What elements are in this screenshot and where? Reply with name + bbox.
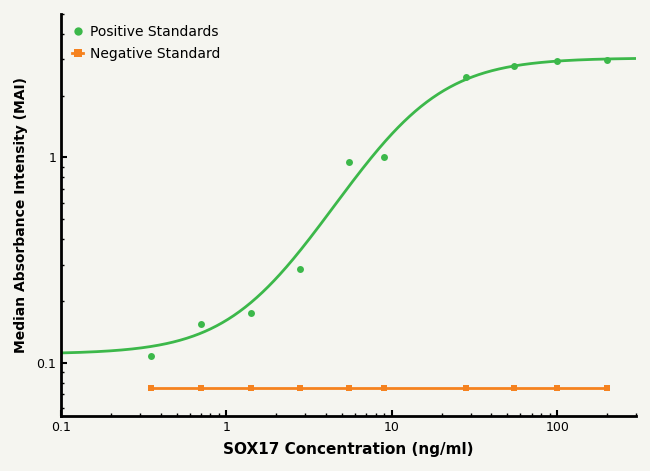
Negative Standard [246,385,254,391]
Line: Negative Standard: Negative Standard [148,385,610,391]
Line: Positive Standards: Positive Standards [148,57,610,359]
Positive Standards [147,353,155,358]
Negative Standard [553,385,561,391]
Positive Standards [510,63,518,68]
Legend: Positive Standards, Negative Standard: Positive Standards, Negative Standard [68,21,225,65]
Negative Standard [510,385,518,391]
X-axis label: SOX17 Concentration (ng/ml): SOX17 Concentration (ng/ml) [224,442,474,457]
Positive Standards [462,75,470,81]
Negative Standard [147,385,155,391]
Negative Standard [462,385,470,391]
Positive Standards [345,159,353,165]
Positive Standards [296,267,304,272]
Negative Standard [345,385,353,391]
Negative Standard [380,385,388,391]
Y-axis label: Median Absorbance Intensity (MAI): Median Absorbance Intensity (MAI) [14,77,28,353]
Negative Standard [197,385,205,391]
Negative Standard [296,385,304,391]
Positive Standards [246,310,254,316]
Negative Standard [603,385,611,391]
Positive Standards [197,321,205,326]
Positive Standards [603,57,611,63]
Positive Standards [553,58,561,64]
Positive Standards [380,154,388,160]
